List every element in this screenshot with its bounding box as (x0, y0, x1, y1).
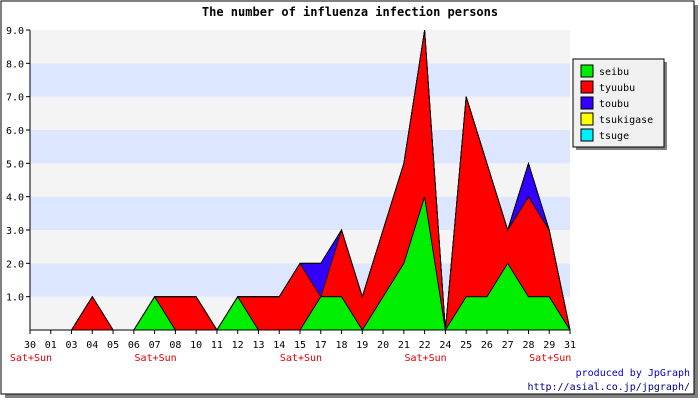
legend-label-toubu: toubu (599, 99, 629, 110)
y-tick-labels: 1.0 2.0 3.0 4.0 5.0 6.0 7.0 8.0 9.0 (6, 26, 24, 304)
legend-swatch-toubu (580, 96, 594, 110)
weekend-label: Sat+Sun (405, 353, 447, 364)
x-tick-label: 29 (543, 340, 555, 351)
y-tick-label: 9.0 (6, 26, 24, 37)
y-tick-label: 3.0 (6, 226, 24, 237)
x-tick-label: 01 (45, 340, 57, 351)
x-tick-label: 18 (336, 340, 348, 351)
x-tick-label: 20 (377, 340, 389, 351)
weekend-label: Sat+Sun (10, 353, 52, 364)
x-tick-label: 05 (107, 340, 119, 351)
legend-label-tsukigase: tsukigase (599, 115, 653, 126)
x-tick-label: 07 (149, 340, 161, 351)
credit-url[interactable]: http://asial.co.jp/jpgraph/ (527, 382, 690, 393)
legend-swatch-tsukigase (580, 112, 594, 126)
y-tick-label: 5.0 (6, 159, 24, 170)
legend-swatch-seibu (580, 64, 594, 78)
grid-band (30, 130, 570, 164)
legend-swatch-tsuge (580, 128, 594, 142)
x-tick-label: 15 (294, 340, 306, 351)
y-tick-label: 1.0 (6, 293, 24, 304)
weekend-label: Sat+Sun (135, 353, 177, 364)
x-tick-label: 22 (419, 340, 431, 351)
x-tick-labels: 30 Sat+Sun 01 03 04 05 06 07 Sat+Sun 08 10 11 12 13 14… (10, 340, 576, 364)
x-tick-label: 27 (502, 340, 514, 351)
grid-band (30, 63, 570, 97)
y-tick-label: 4.0 (6, 193, 24, 204)
x-tick-label: 14 (273, 340, 285, 351)
x-tick-label: 21 (398, 340, 410, 351)
x-tick-label: 24 (439, 340, 451, 351)
x-tick-label: 04 (86, 340, 98, 351)
y-tick-label: 8.0 (6, 59, 24, 70)
grid-band (30, 96, 570, 130)
legend: seibu tyuubu toubu tsukigase tsuge (572, 58, 667, 150)
chart-title: The number of influenza infection person… (202, 5, 498, 19)
x-tick-label: 11 (211, 340, 223, 351)
y-tick-label: 6.0 (6, 126, 24, 137)
x-tick-label: 03 (66, 340, 78, 351)
legend-label-tsuge: tsuge (599, 131, 629, 142)
legend-label-tyuubu: tyuubu (599, 83, 635, 94)
x-tick-label: 19 (356, 340, 368, 351)
x-tick-label: 12 (232, 340, 244, 351)
x-tick-label: 10 (190, 340, 202, 351)
legend-label-seibu: seibu (599, 67, 629, 78)
x-tick-label: 13 (252, 340, 264, 351)
x-tick-label: 17 (315, 340, 327, 351)
x-tick-label: 30 (24, 340, 36, 351)
axes (26, 29, 571, 334)
legend-swatch-tyuubu (580, 80, 594, 94)
credit-line[interactable]: produced by JpGraph (576, 368, 690, 379)
y-tick-label: 7.0 (6, 93, 24, 104)
weekend-label: Sat+Sun (529, 353, 571, 364)
weekend-label: Sat+Sun (280, 353, 322, 364)
x-tick-label: 06 (128, 340, 140, 351)
x-tick-label: 25 (460, 340, 472, 351)
x-tick-label: 28 (522, 340, 534, 351)
grid-band (30, 30, 570, 64)
y-tick-label: 2.0 (6, 259, 24, 270)
x-tick-label: 31 (564, 340, 576, 351)
x-tick-label: 26 (481, 340, 493, 351)
x-tick-label: 08 (169, 340, 181, 351)
